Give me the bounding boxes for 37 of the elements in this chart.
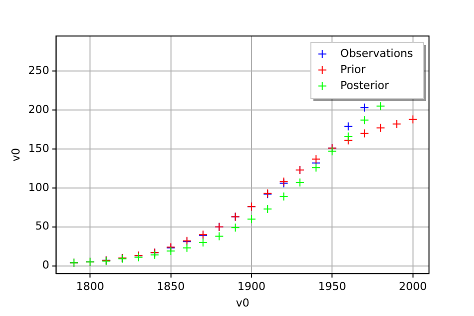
point <box>360 128 369 138</box>
y-tick-label: 50 <box>35 220 50 233</box>
point <box>312 154 321 164</box>
legend-label: Prior <box>340 62 366 76</box>
point <box>214 232 224 241</box>
point <box>312 163 321 172</box>
legend-label: Observations <box>340 46 414 60</box>
y-tick-label: 250 <box>28 64 50 77</box>
point <box>328 146 337 156</box>
y-axis-title: v0 <box>9 148 22 162</box>
point <box>246 214 256 224</box>
legend-label: Posterior <box>340 78 390 92</box>
point <box>360 116 369 125</box>
x-tick-label: 2000 <box>398 280 427 294</box>
y-tick-label: 0 <box>42 258 50 272</box>
point <box>376 123 386 132</box>
y-tick-label: 150 <box>28 142 50 155</box>
x-axis-title: v0 <box>236 296 250 310</box>
y-tick-label: 200 <box>28 102 50 116</box>
point <box>344 132 353 141</box>
point <box>166 246 176 256</box>
x-tick-label: 1800 <box>76 280 104 294</box>
x-tick-label: 1850 <box>156 280 185 294</box>
point <box>263 204 272 214</box>
point <box>182 243 192 252</box>
x-tick-label: 1950 <box>318 280 346 294</box>
point <box>344 122 353 131</box>
point <box>279 192 288 201</box>
point <box>376 102 386 111</box>
point <box>230 223 240 232</box>
y-tick-label: 100 <box>28 180 50 194</box>
x-tick-label: 1900 <box>237 280 266 294</box>
point <box>392 120 402 129</box>
point <box>408 114 418 124</box>
point <box>295 178 304 187</box>
point <box>198 238 208 247</box>
point <box>360 103 369 112</box>
